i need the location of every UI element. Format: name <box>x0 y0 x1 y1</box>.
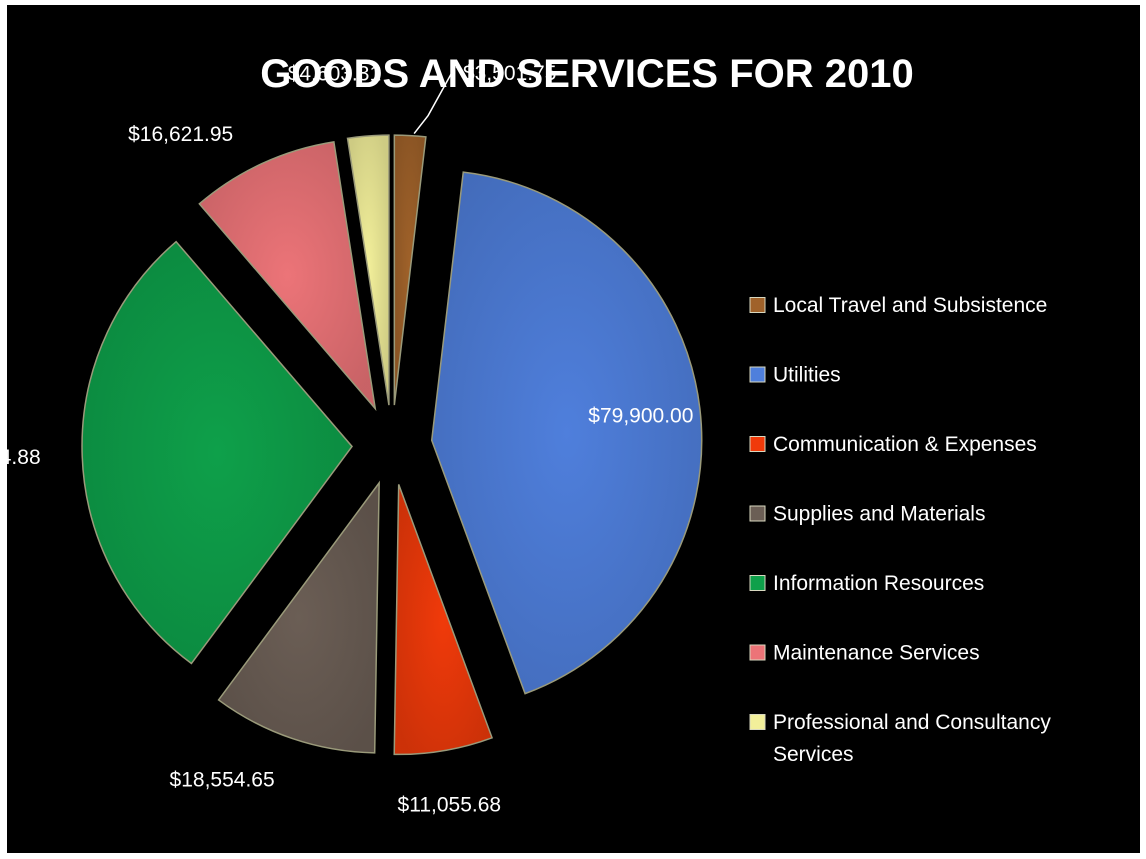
pie-chart: GOODS AND SERVICES FOR 2010 $3,501.75 $79… <box>7 52 1051 817</box>
legend-item-local-travel-and-subsistence: Local Travel and Subsistence <box>749 294 1047 317</box>
legend-item-supplies-and-materials: Supplies and Materials <box>749 503 985 526</box>
legend-label-communication-and-expenses: Communication & Expenses <box>773 433 1037 456</box>
legend-label-supplies-and-materials: Supplies and Materials <box>773 503 985 526</box>
legend-item-maintenance-services: Maintenance Services <box>749 642 980 665</box>
pie-slice-supplies-and-materials <box>217 480 380 754</box>
legend-swatch-utilities <box>749 366 766 383</box>
pie-slice-professional-and-consultancy-services <box>346 134 390 406</box>
legend-item-communication-and-expenses: Communication & Expenses <box>749 433 1037 456</box>
legend-swatch-communication-and-expenses <box>749 436 766 452</box>
data-label-communication-and-expenses: $11,055.68 <box>398 794 502 817</box>
data-label-supplies-and-materials: $18,554.65 <box>170 768 275 791</box>
legend-label-utilities: Utilities <box>773 364 841 387</box>
data-label-information-resources: $53,684.88 <box>7 446 41 469</box>
legend-label-maintenance-services: Maintenance Services <box>773 642 980 665</box>
legend-swatch-information-resources <box>749 575 766 591</box>
pie-slice-information-resources <box>81 240 353 665</box>
pie-slice-maintenance-services <box>198 141 377 412</box>
data-label-maintenance-services: $16,621.95 <box>128 123 233 146</box>
data-label-utilities: $79,900.00 <box>588 405 693 428</box>
legend-item-information-resources: Information Resources <box>749 572 984 595</box>
legend-label-information-resources: Information Resources <box>773 572 984 595</box>
legend-swatch-local-travel-and-subsistence <box>749 297 766 313</box>
legend-swatch-professional-and-consultancy-services <box>749 714 766 730</box>
legend-label-local-travel-and-subsistence: Local Travel and Subsistence <box>773 294 1047 317</box>
chart-frame: GOODS AND SERVICES FOR 2010 $3,501.75 $79… <box>7 5 1140 853</box>
legend-label-professional-and-consultancy-services: Professional and Consultancy Services <box>773 711 1051 766</box>
legend-swatch-supplies-and-materials <box>749 505 766 522</box>
chart-title: GOODS AND SERVICES FOR 2010 <box>260 52 914 96</box>
legend-item-professional-and-consultancy-services: Professional and Consultancy Services <box>749 711 1051 766</box>
pie-slice-communication-and-expenses <box>393 484 494 756</box>
pie-slice-utilities <box>430 171 703 695</box>
data-label-professional-and-consultancy-services: $4,603.31 <box>288 62 381 85</box>
data-label-local-travel-and-subsistence: $3,501.75 <box>463 62 556 85</box>
legend-swatch-maintenance-services <box>749 644 766 661</box>
leader-line <box>413 66 456 134</box>
pie-slice-local-travel-and-subsistence <box>393 134 427 406</box>
legend-item-utilities: Utilities <box>749 364 841 387</box>
